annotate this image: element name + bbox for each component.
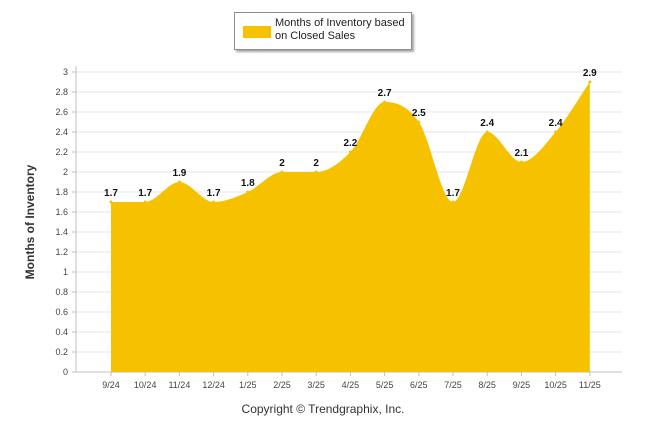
data-point: [177, 180, 181, 184]
data-label: 2.7: [378, 88, 392, 99]
data-point: [417, 120, 421, 124]
x-tick-label: 3/25: [307, 380, 325, 390]
y-tick-label: 1: [63, 267, 68, 277]
data-label: 2.4: [549, 118, 563, 129]
data-label: 1.7: [138, 188, 152, 199]
legend-label: Months of Inventory based on Closed Sale…: [275, 17, 405, 42]
legend-swatch: [243, 26, 271, 38]
data-label: 2.1: [514, 148, 528, 159]
x-tick-label: 4/25: [342, 380, 360, 390]
data-label: 2.9: [583, 68, 597, 79]
x-tick-label: 7/25: [444, 380, 462, 390]
y-tick-label: 2.8: [55, 87, 68, 97]
y-tick-label: 3: [63, 67, 68, 77]
data-point: [109, 200, 113, 204]
x-tick-label: 1/25: [239, 380, 257, 390]
y-tick-label: 1.2: [55, 247, 68, 257]
data-point: [143, 200, 147, 204]
x-tick-label: 10/24: [134, 380, 157, 390]
data-point: [348, 150, 352, 154]
data-label: 1.7: [104, 188, 118, 199]
y-axis-title-text: Months of Inventory: [23, 164, 37, 280]
data-point: [588, 80, 592, 84]
y-tick-label: 0.4: [55, 327, 68, 337]
x-tick-label: 11/24: [168, 380, 190, 390]
data-label: 2: [313, 158, 319, 169]
data-label: 2.4: [480, 118, 494, 129]
data-label: 1.7: [207, 188, 221, 199]
data-point: [519, 160, 523, 164]
data-label: 1.8: [241, 178, 255, 189]
x-tick-label: 2/25: [273, 380, 291, 390]
data-point: [212, 200, 216, 204]
y-tick-label: 0.8: [55, 287, 68, 297]
data-label: 1.9: [172, 168, 186, 179]
x-tick-label: 9/25: [513, 380, 531, 390]
area-series: [111, 82, 590, 372]
y-tick-label: 1.4: [55, 227, 68, 237]
y-tick-label: 0: [63, 367, 68, 377]
copyright-footer: Copyright © Trendgraphix, Inc.: [241, 402, 405, 416]
x-tick-label: 10/25: [544, 380, 567, 390]
x-tick-label: 12/24: [202, 380, 225, 390]
y-tick-label: 0.6: [55, 307, 68, 317]
x-tick-label: 11/25: [579, 380, 601, 390]
data-label: 2: [279, 158, 285, 169]
y-tick-label: 1.6: [55, 207, 68, 217]
x-tick-label: 8/25: [478, 380, 496, 390]
data-point: [485, 130, 489, 134]
data-point: [280, 170, 284, 174]
legend: Months of Inventory based on Closed Sale…: [234, 12, 412, 50]
data-label: 2.2: [343, 138, 357, 149]
data-label: 1.7: [446, 188, 460, 199]
y-tick-label: 1.8: [55, 187, 68, 197]
x-tick-label: 9/24: [102, 380, 120, 390]
y-tick-label: 2: [63, 167, 68, 177]
data-point: [383, 100, 387, 104]
data-label: 2.5: [412, 108, 426, 119]
y-tick-label: 2.2: [55, 147, 68, 157]
data-point: [554, 130, 558, 134]
y-tick-label: 2.4: [55, 127, 68, 137]
x-tick-label: 6/25: [410, 380, 428, 390]
data-point: [246, 190, 250, 194]
x-tick-label: 5/25: [376, 380, 394, 390]
y-tick-label: 0.2: [55, 347, 68, 357]
data-point: [451, 200, 455, 204]
y-tick-label: 2.6: [55, 107, 68, 117]
data-point: [314, 170, 318, 174]
